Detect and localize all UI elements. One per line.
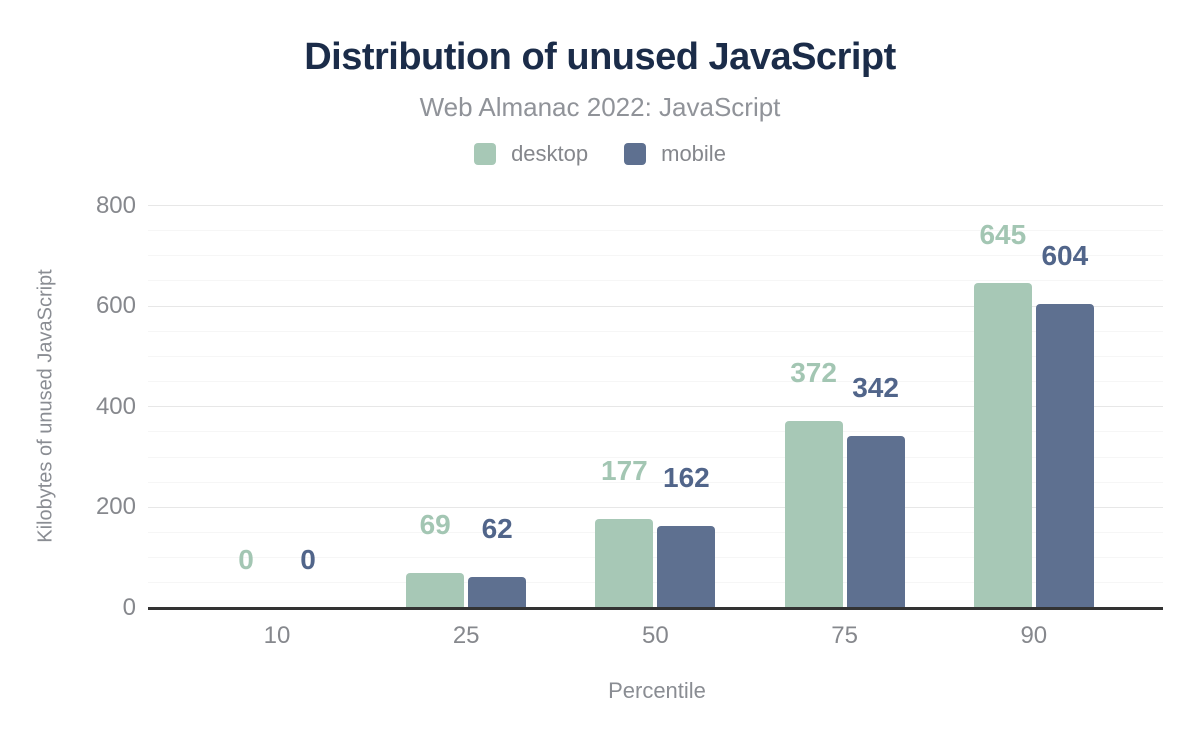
y-tick-label-800: 800 bbox=[95, 191, 136, 219]
legend-label-mobile: mobile bbox=[661, 141, 726, 166]
bar-label-mobile-p90: 604 bbox=[1041, 240, 1089, 271]
bar-desktop-p50 bbox=[595, 519, 654, 608]
y-tick-label-400: 400 bbox=[95, 392, 136, 420]
bar-mobile-p50 bbox=[657, 526, 716, 608]
x-tick-label-50: 50 bbox=[642, 622, 669, 649]
gridline-minor bbox=[148, 582, 1163, 584]
gridline-minor bbox=[148, 557, 1163, 559]
gridline-minor bbox=[148, 280, 1163, 282]
bar-desktop-p25 bbox=[406, 573, 465, 608]
gridline-major bbox=[148, 205, 1163, 206]
gridline-minor bbox=[148, 230, 1163, 232]
y-tick-label-200: 200 bbox=[95, 493, 136, 521]
y-axis-title: Kilobytes of unused JavaScript bbox=[34, 269, 57, 543]
bar-mobile-p90 bbox=[1035, 304, 1094, 608]
bar-desktop-p75 bbox=[784, 421, 843, 608]
bar-label-mobile-p75: 342 bbox=[852, 372, 899, 403]
chart-subtitle: Web Almanac 2022: JavaScript bbox=[419, 92, 781, 122]
gridline-minor bbox=[148, 381, 1163, 383]
bar-label-mobile-p10: 0 bbox=[300, 544, 316, 575]
chart-title: Distribution of unused JavaScript bbox=[304, 36, 896, 78]
gridline-minor bbox=[148, 481, 1163, 483]
x-tick-label-25: 25 bbox=[452, 622, 480, 649]
bar-label-desktop-p10: 0 bbox=[238, 544, 254, 575]
bar-mobile-p25 bbox=[468, 577, 527, 608]
y-tick-label-0: 0 bbox=[122, 594, 136, 621]
gridline-minor bbox=[148, 431, 1163, 433]
x-axis-title: Percentile bbox=[608, 678, 706, 703]
bar-label-mobile-p50: 162 bbox=[663, 462, 710, 493]
bar-desktop-p90 bbox=[973, 283, 1032, 608]
x-axis-line bbox=[148, 606, 1163, 610]
bar-label-desktop-p75: 372 bbox=[790, 357, 837, 388]
gridline-major bbox=[148, 406, 1163, 408]
legend-item-desktop[interactable]: desktop bbox=[474, 141, 588, 167]
bar-label-mobile-p25: 62 bbox=[481, 513, 513, 544]
gridline-minor bbox=[148, 255, 1163, 257]
desktop-swatch-icon bbox=[474, 143, 497, 165]
x-tick-label-10: 10 bbox=[263, 622, 291, 649]
gridline-major bbox=[148, 305, 1163, 307]
gridline-minor bbox=[148, 330, 1163, 332]
gridline-minor bbox=[148, 355, 1163, 357]
legend-label-desktop: desktop bbox=[511, 141, 589, 166]
gridline-major bbox=[148, 506, 1163, 508]
bar-label-desktop-p50: 177 bbox=[601, 455, 648, 486]
legend-item-mobile[interactable]: mobile bbox=[624, 141, 726, 167]
bar-label-desktop-p90: 645 bbox=[979, 219, 1027, 250]
legend: desktop mobile bbox=[0, 141, 1200, 167]
bar-label-desktop-p25: 69 bbox=[419, 509, 451, 540]
mobile-swatch-icon bbox=[624, 143, 647, 165]
bar-mobile-p75 bbox=[846, 436, 905, 608]
gridline-minor bbox=[148, 456, 1163, 458]
gridline-minor bbox=[148, 532, 1163, 534]
x-tick-label-90: 90 bbox=[1020, 622, 1048, 649]
y-tick-label-600: 600 bbox=[95, 292, 136, 320]
x-tick-label-75: 75 bbox=[831, 622, 858, 649]
